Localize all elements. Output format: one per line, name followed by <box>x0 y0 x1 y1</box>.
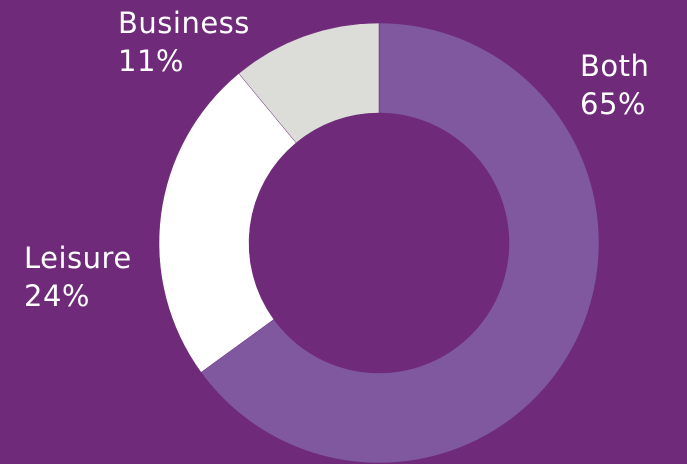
slice-leisure <box>158 73 297 373</box>
slice-label-business-name: Business <box>118 6 250 40</box>
slice-label-both-value: 65% <box>580 87 646 121</box>
slice-label-leisure: Leisure 24% <box>24 239 132 315</box>
slice-label-leisure-name: Leisure <box>24 241 132 275</box>
slice-label-both-name: Both <box>580 49 650 83</box>
slice-label-both: Both 65% <box>580 47 649 123</box>
slice-label-leisure-value: 24% <box>24 279 90 313</box>
slice-label-business: Business 11% <box>118 4 250 80</box>
slice-business <box>238 22 380 144</box>
slice-label-business-value: 11% <box>118 44 184 78</box>
slice-both <box>200 22 600 464</box>
